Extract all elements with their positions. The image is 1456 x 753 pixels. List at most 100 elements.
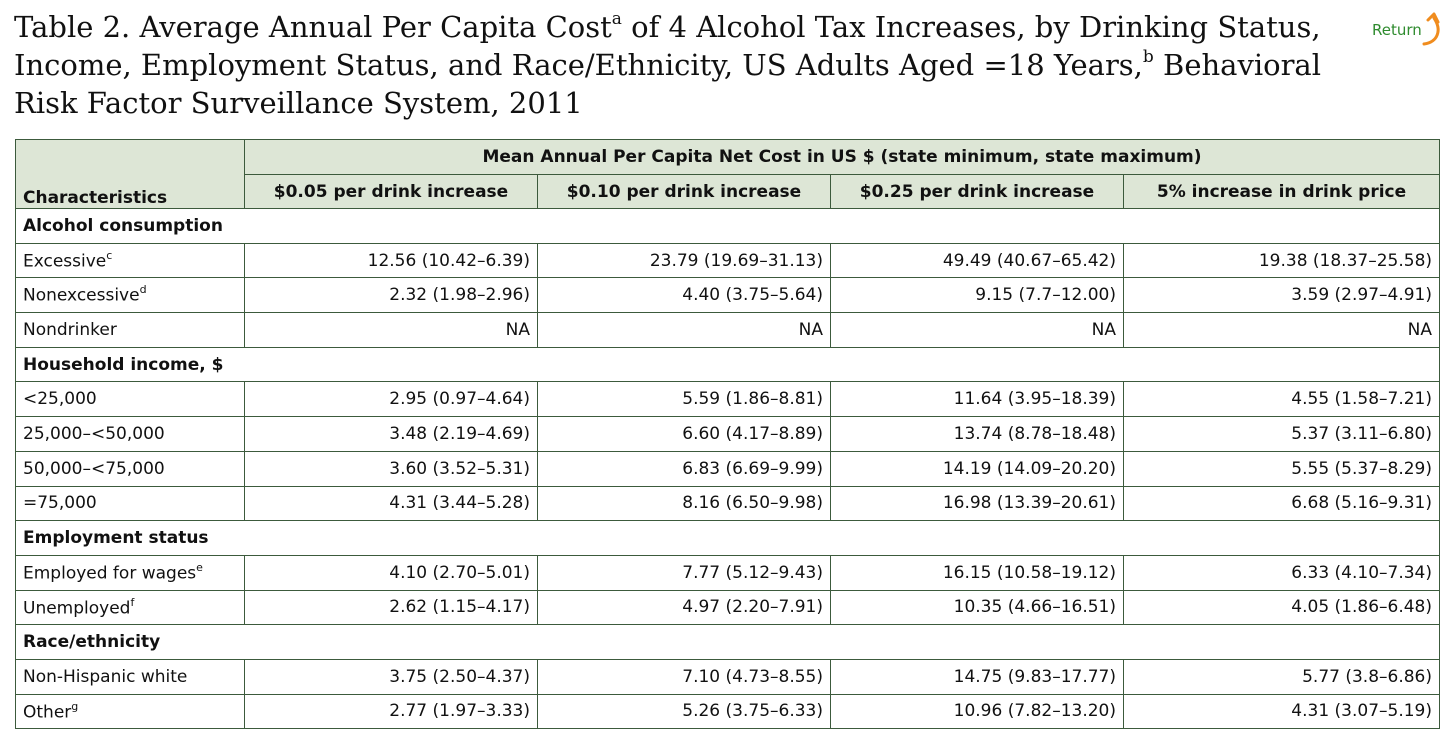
value-cell: 2.62 (1.15–4.17) [244,589,538,626]
value-cell: 4.05 (1.86–6.48) [1122,589,1441,626]
value-cell: NA [244,312,538,348]
value-cell: 16.15 (10.58–19.12) [830,554,1124,591]
curved-arrow-icon [1422,12,1440,46]
value-cell: 3.75 (2.50–4.37) [244,658,538,695]
row-label: Unemployed [23,598,131,619]
row-label-cell: Nonexcessived [15,277,245,314]
column-header: $0.10 per drink increase [537,174,831,209]
row-label: 25,000–<50,000 [23,423,165,444]
table-row: Nonexcessived 2.32 (1.98–2.96) 4.40 (3.75–… [15,277,1441,314]
value-cell: 5.59 (1.86–8.81) [537,381,831,418]
table-row: <25,000 2.95 (0.97–4.64) 5.59 (1.86–8.81) 1… [15,381,1441,418]
value-cell: 2.77 (1.97–3.33) [244,693,538,730]
value-cell: 3.60 (3.52–5.31) [244,450,538,487]
row-label-cell: Otherg [15,693,245,730]
value-cell: NA [1122,312,1441,348]
value-cell: 14.19 (14.09–20.20) [830,450,1124,487]
row-label: Other [23,702,72,723]
return-link[interactable]: Return [1366,10,1444,50]
row-label-cell: <25,000 [15,381,245,418]
row-label: Excessive [23,251,107,272]
characteristics-header: Characteristics [15,139,245,209]
value-cell: 6.60 (4.17–8.89) [537,416,831,452]
row-label: <25,000 [23,389,97,410]
value-cell: 7.10 (4.73–8.55) [537,658,831,695]
value-cell: 4.31 (3.44–5.28) [244,485,538,522]
table-row: Employed for wagese 4.10 (2.70–5.01) 7.77 … [15,554,1441,591]
table-row: Unemployedf 2.62 (1.15–4.17) 4.97 (2.20–7.… [15,589,1441,626]
value-cell: 9.15 (7.7–12.00) [830,277,1124,314]
data-table: Characteristics Mean Annual Per Capita N… [14,139,1441,730]
footnote-marker: e [196,560,203,574]
table-row: Otherg 2.77 (1.97–3.33) 5.26 (3.75–6.33) 10… [15,693,1441,730]
value-cell: 10.96 (7.82–13.20) [830,693,1124,730]
row-label: Nondrinker [23,319,117,340]
value-cell: NA [830,312,1124,348]
return-label: Return [1372,21,1422,39]
value-cell: 3.59 (2.97–4.91) [1122,277,1441,314]
footnote-marker: c [106,248,113,262]
value-cell: 19.38 (18.37–25.58) [1122,242,1441,279]
value-cell: 5.26 (3.75–6.33) [537,693,831,730]
value-cell: 4.55 (1.58–7.21) [1122,381,1441,418]
column-header: $0.25 per drink increase [830,174,1124,209]
value-cell: 12.56 (10.42–6.39) [244,242,538,279]
table-body: Alcohol consumption Excessivec 12.56 (10.4… [14,208,1441,730]
table-row: Excessivec 12.56 (10.42–6.39) 23.79 (19.69… [15,242,1441,279]
value-cell: 14.75 (9.83–17.77) [830,658,1124,695]
value-cell: 6.83 (6.69–9.99) [537,450,831,487]
value-cell: 13.74 (8.78–18.48) [830,416,1124,452]
value-cell: 11.64 (3.95–18.39) [830,381,1124,418]
row-label: Non-Hispanic white [23,666,188,687]
value-cell: 6.68 (5.16–9.31) [1122,485,1441,522]
section-label: Household income, $ [14,346,1441,383]
column-header: $0.05 per drink increase [244,174,538,209]
title-text-3: Behavioral Risk Factor Surveillance Syst… [14,48,1321,120]
row-label: Employed for wages [23,563,197,584]
value-cell: 3.48 (2.19–4.69) [244,416,538,452]
value-cell: 5.55 (5.37–8.29) [1122,450,1441,487]
section-row: Race/ethnicity [14,624,1441,660]
row-label: =75,000 [23,493,97,514]
table-row: =75,000 4.31 (3.44–5.28) 8.16 (6.50–9.98) 1… [15,485,1441,522]
value-cell: 4.97 (2.20–7.91) [537,589,831,626]
section-row: Alcohol consumption [14,208,1441,244]
title-footnote-a: a [611,9,622,30]
value-cell: 2.95 (0.97–4.64) [244,381,538,418]
section-row: Employment status [14,520,1441,556]
value-cell: 6.33 (4.10–7.34) [1122,554,1441,591]
title-text-1: Table 2. Average Annual Per Capita Cost [14,10,612,44]
row-label-cell: 25,000–<50,000 [15,416,245,452]
section-row: Household income, $ [14,346,1441,383]
row-label-cell: Excessivec [15,242,245,279]
value-cell: 10.35 (4.66–16.51) [830,589,1124,626]
value-cell: 49.49 (40.67–65.42) [830,242,1124,279]
value-cell: NA [537,312,831,348]
value-cell: 4.31 (3.07–5.19) [1122,693,1441,730]
row-label-cell: =75,000 [15,485,245,522]
table-row: Nondrinker NA NA NA NA [15,312,1441,348]
value-cell: 16.98 (13.39–20.61) [830,485,1124,522]
value-cell: 2.32 (1.98–2.96) [244,277,538,314]
footnote-marker: g [71,699,79,713]
table-row: 50,000–<75,000 3.60 (3.52–5.31) 6.83 (6.69… [15,450,1441,487]
value-cell: 8.16 (6.50–9.98) [537,485,831,522]
value-cell: 4.10 (2.70–5.01) [244,554,538,591]
footnote-marker: d [139,283,147,297]
row-label-cell: Nondrinker [15,312,245,348]
value-cell: 7.77 (5.12–9.43) [537,554,831,591]
value-cell: 4.40 (3.75–5.64) [537,277,831,314]
row-label-cell: Unemployedf [15,589,245,626]
row-label-cell: Employed for wagese [15,554,245,591]
table-row: 25,000–<50,000 3.48 (2.19–4.69) 6.60 (4.17… [15,416,1441,452]
section-label: Race/ethnicity [14,624,1441,660]
row-label-cell: Non-Hispanic white [15,658,245,695]
value-cell: 23.79 (19.69–31.13) [537,242,831,279]
table-title: Table 2. Average Annual Per Capita Costa… [14,8,1344,122]
table-row: Non-Hispanic white 3.75 (2.50–4.37) 7.10 (… [15,658,1441,695]
row-label: Nonexcessive [23,286,140,307]
column-header: 5% increase in drink price [1122,174,1441,209]
section-label: Employment status [14,520,1441,556]
footnote-marker: f [130,595,135,609]
value-cell: 5.37 (3.11–6.80) [1122,416,1441,452]
